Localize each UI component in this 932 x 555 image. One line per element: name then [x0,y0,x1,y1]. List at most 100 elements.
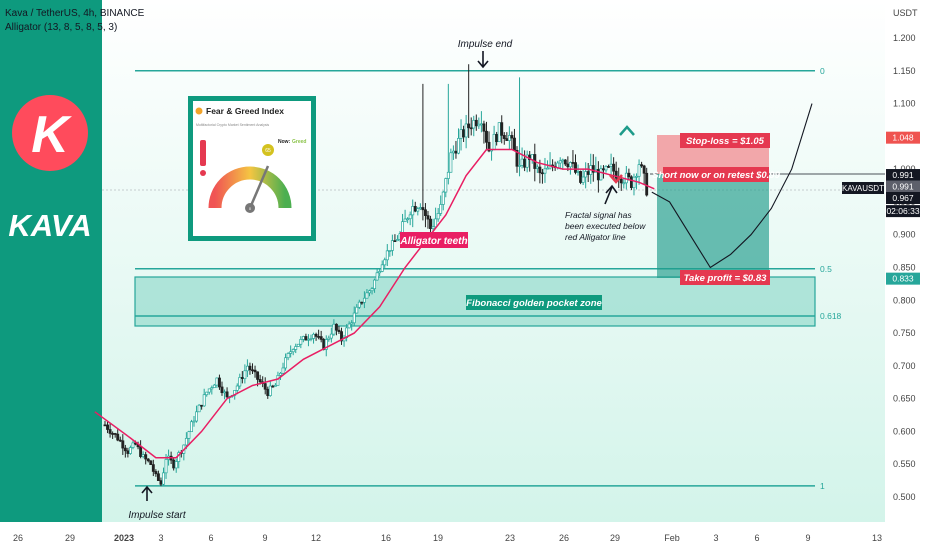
short-tag [663,167,769,182]
take-profit-box [657,174,769,278]
candle-body [581,176,585,183]
candle-body [365,292,369,299]
candle-body [477,123,481,127]
candle-body [263,383,267,390]
candle-body [217,377,221,388]
candle-body [446,171,450,179]
price-tag-bg [886,272,920,285]
fg-subtitle: Multifactorial Crypto Market Sentiment A… [196,123,269,127]
x-tick-label: 29 [610,533,620,543]
candle-body [627,172,631,178]
indicator-title: Alligator (13, 8, 5, 8, 5, 3) [5,22,117,33]
impulse-end-label: Impulse end [458,39,513,50]
candle-body [469,127,473,130]
price-axis: 1.2001.1501.1001.0501.0000.9500.9000.850… [893,33,916,502]
candle-body [172,459,176,469]
candle-body [535,166,539,169]
fg-score: 65 [265,148,271,154]
take-profit-text: Take profit = $0.83 [684,273,768,284]
logo-letter: K [31,106,72,164]
candle-body [523,158,527,168]
candle-body [304,336,308,341]
fg-gauge-arc [208,166,292,209]
candle-body [439,204,443,214]
candle-body [500,122,504,136]
candle-body [108,429,112,434]
x-tick-label: 19 [433,533,443,543]
candle-body [268,385,272,396]
candle-body [373,279,377,290]
candle-body [187,431,191,439]
candle-body [357,301,361,308]
candle-body [444,178,448,193]
fg-gauge-needle [248,165,270,209]
candle-body [609,163,613,167]
candle-body [164,459,168,474]
candle-body [586,171,590,175]
y-tick-label: 0.850 [893,263,916,273]
candle-body [251,369,254,372]
candle-body [421,207,425,211]
stop-loss-text: Stop-loss = $1.05 [686,136,765,147]
candle-body [116,433,120,441]
candle-body [273,384,277,387]
candle-body [197,404,201,413]
candle-body [441,191,445,205]
candle-body [520,158,524,166]
x-tick-label: 29 [65,533,75,543]
candle-body [388,250,392,252]
candle-body [307,338,310,341]
candle-body [607,166,610,168]
candle-body [225,391,229,398]
projection-path [651,103,813,269]
candle-body [324,339,328,350]
y-tick-label: 0.700 [893,361,916,371]
candle-body [294,346,298,350]
candle-body [174,461,178,469]
candle-body [454,150,458,154]
candle-body [497,122,501,143]
candle-body [289,351,293,354]
candle-body [396,239,399,242]
price-tag-bg [886,131,920,144]
candle-body [612,163,616,172]
bitcoin-icon [195,107,203,115]
candle-body [207,388,211,393]
fib-level-label: 0 [820,66,825,76]
candle-body [459,129,463,139]
candle-body [375,272,379,281]
price-tag-label: 0.833 [892,274,914,284]
candle-body [327,337,331,340]
candle-body [151,464,155,472]
x-tick-label: 16 [381,533,391,543]
candle-body [195,411,199,422]
x-tick-label: 12 [311,533,321,543]
candle-body [190,421,193,433]
candle-body [205,391,209,396]
candle-body [159,480,163,485]
candle-body [378,271,382,274]
candle-body [245,365,249,372]
candle-body [146,458,150,462]
candle-body [614,170,618,179]
x-tick-label: 26 [13,533,23,543]
fractal-note-line-2: been executed below [565,221,646,231]
candle-body [624,172,628,184]
fractal-down-arrow-icon [609,174,623,184]
candle-body [574,162,577,173]
alligator-teeth-tag [400,232,468,248]
candle-body [449,152,453,173]
candle-body [103,424,107,427]
candle-body [434,218,438,228]
candle-body [479,123,483,126]
candle-body [635,175,638,178]
candle-body [380,264,384,272]
candle-body [411,206,415,216]
y-tick-label: 0.650 [893,394,916,404]
candle-body [505,138,509,141]
candle-body [408,214,412,220]
candle-body [192,420,196,423]
candle-body [266,388,270,396]
